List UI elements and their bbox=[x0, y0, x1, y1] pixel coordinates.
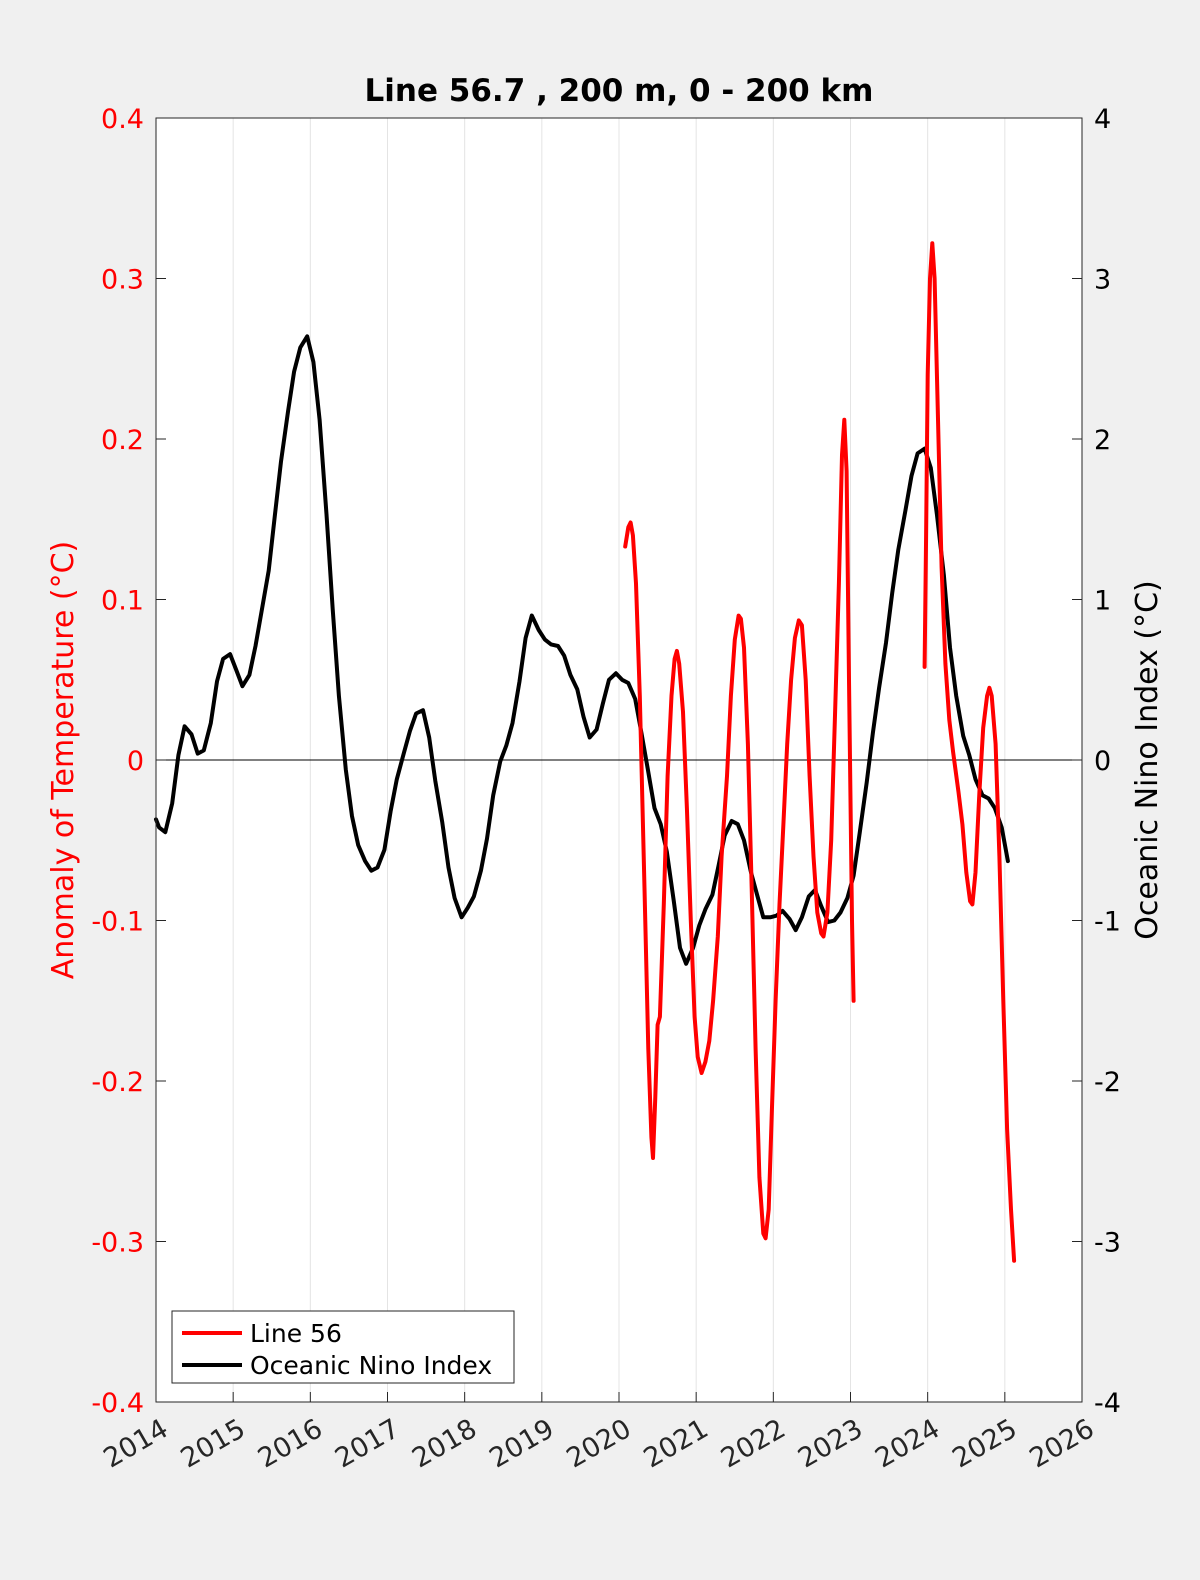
right-y-axis: -4 -3 -2 -1 0 1 2 3 4 bbox=[1072, 104, 1121, 1419]
x-tick-label: 2014 bbox=[98, 1413, 173, 1474]
left-y-tick-label: -0.4 bbox=[91, 1388, 144, 1419]
left-y-tick-label: -0.3 bbox=[91, 1228, 144, 1259]
x-tick-label: 2026 bbox=[1024, 1413, 1099, 1474]
chart-title: Line 56.7 , 200 m, 0 - 200 km bbox=[365, 73, 874, 109]
left-y-tick-label: 0.4 bbox=[101, 104, 144, 135]
x-tick-label: 2017 bbox=[330, 1413, 405, 1474]
right-y-tick-label: -3 bbox=[1094, 1228, 1121, 1259]
series-line-oceanic-nino-index bbox=[154, 334, 1010, 966]
x-axis: 2014 2015 2016 2017 2018 2019 2020 2021 2022 2023… bbox=[98, 1392, 1100, 1474]
series-line-line-56 bbox=[623, 417, 856, 1241]
right-y-tick-label: -2 bbox=[1094, 1067, 1121, 1098]
x-tick-label: 2015 bbox=[176, 1413, 251, 1474]
left-y-tick-label: -0.1 bbox=[91, 907, 144, 938]
right-y-tick-label: 1 bbox=[1094, 586, 1111, 617]
series-layer bbox=[154, 241, 1017, 1263]
x-tick-label: 2016 bbox=[253, 1413, 328, 1474]
x-tick-label: 2022 bbox=[716, 1413, 791, 1474]
x-tick-label: 2020 bbox=[561, 1413, 636, 1474]
left-y-axis-label: Anomaly of Temperature (°C) bbox=[46, 541, 81, 980]
left-y-tick-label: -0.2 bbox=[91, 1067, 144, 1098]
x-tick-label: 2018 bbox=[407, 1413, 482, 1474]
right-y-axis-label: Oceanic Nino Index (°C) bbox=[1130, 580, 1165, 940]
right-y-tick-label: 0 bbox=[1094, 746, 1111, 777]
left-y-tick-label: 0.3 bbox=[101, 265, 144, 296]
x-tick-label: 2023 bbox=[793, 1413, 868, 1474]
legend-label-line-56: Line 56 bbox=[250, 1319, 342, 1348]
legend-box bbox=[171, 1310, 515, 1384]
x-tick-label: 2021 bbox=[639, 1413, 714, 1474]
right-y-tick-label: 4 bbox=[1094, 104, 1111, 135]
right-y-tick-label: 3 bbox=[1094, 265, 1111, 296]
left-y-tick-label: 0.2 bbox=[101, 425, 144, 456]
legend-label-oni: Oceanic Nino Index bbox=[250, 1351, 492, 1380]
right-y-tick-label: 2 bbox=[1094, 425, 1111, 456]
series-line-line-56 bbox=[922, 241, 1017, 1263]
left-y-axis: -0.4 -0.3 -0.2 -0.1 0 0.1 0.2 0.3 0.4 bbox=[91, 104, 166, 1419]
right-y-tick-label: -4 bbox=[1094, 1388, 1121, 1419]
legend: Line 56 Oceanic Nino Index bbox=[171, 1310, 515, 1384]
x-tick-label: 2019 bbox=[484, 1413, 559, 1474]
x-tick-label: 2025 bbox=[947, 1413, 1022, 1474]
left-y-tick-label: 0.1 bbox=[101, 586, 144, 617]
right-y-tick-label: -1 bbox=[1094, 907, 1121, 938]
x-tick-label: 2024 bbox=[870, 1413, 945, 1474]
left-y-tick-label: 0 bbox=[127, 746, 144, 777]
